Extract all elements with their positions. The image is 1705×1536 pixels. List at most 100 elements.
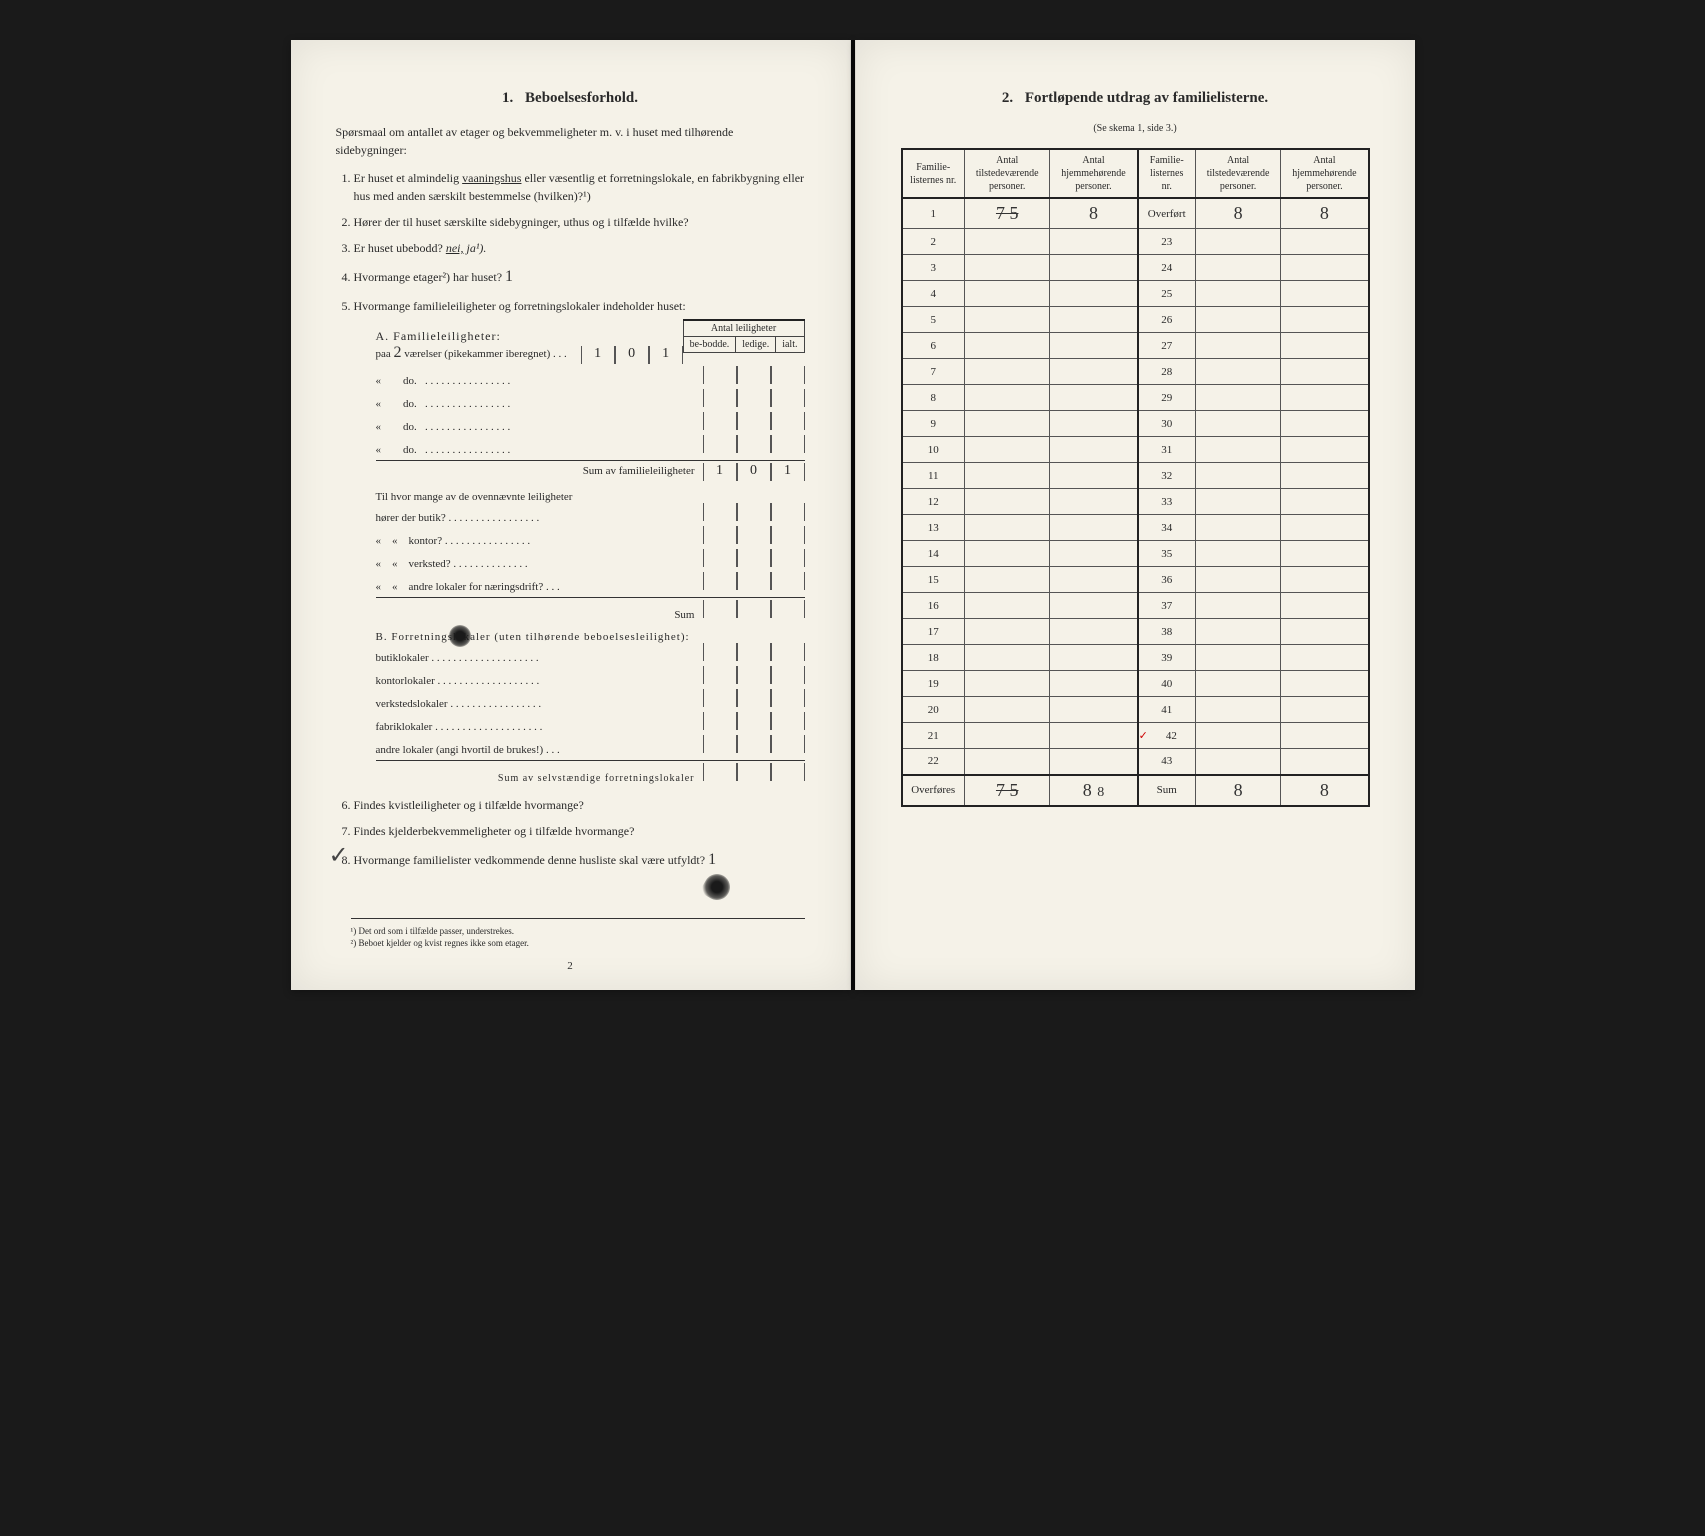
table-row: 14 35 [902, 541, 1369, 567]
cell-nr2: 33 [1138, 489, 1196, 515]
cell-nr2: Overført [1138, 198, 1196, 229]
document-spread: 1. Beboelsesforhold. Spørsmaal om antall… [291, 40, 1415, 990]
ink-spot [449, 625, 471, 647]
cell-nr2: 43 [1138, 749, 1196, 775]
cell-nr2: 30 [1138, 411, 1196, 437]
col-header-6: Antal hjemmehørende personer. [1281, 149, 1369, 198]
question-list: Er huset et almindelig vaaningshus eller… [354, 169, 805, 315]
cell-nr2: 23 [1138, 229, 1196, 255]
cell-nr2: 24 [1138, 255, 1196, 281]
cell-nr: 16 [902, 593, 965, 619]
a-row-do2: « do. . . . . . . . . . . . . . . . . [376, 389, 805, 410]
cell-nr2: 41 [1138, 697, 1196, 723]
cell-nr: 13 [902, 515, 965, 541]
table-row: 17 38 [902, 619, 1369, 645]
cell-nr: 4 [902, 281, 965, 307]
til-block: Til hvor mange av de ovennævnte leilighe… [376, 491, 805, 621]
cell-nr: 9 [902, 411, 965, 437]
intro-text: Spørsmaal om antallet av etager og bekve… [336, 123, 805, 159]
question-2: Hører der til huset særskilte sidebygnin… [354, 213, 805, 231]
question-6: Findes kvistleiligheter og i tilfælde hv… [354, 796, 805, 814]
a-row-do4: « do. . . . . . . . . . . . . . . . . [376, 435, 805, 456]
question-8: Hvormange familielister vedkommende denn… [354, 848, 805, 872]
a-row-do: « do. . . . . . . . . . . . . . . . . [376, 366, 805, 387]
table-row: 2 23 [902, 229, 1369, 255]
cell-nr: 6 [902, 333, 965, 359]
cell-nr: 21 [902, 723, 965, 749]
ink-spot-2 [699, 869, 735, 905]
left-page: 1. Beboelsesforhold. Spørsmaal om antall… [291, 40, 851, 990]
cell-nr2: 36 [1138, 567, 1196, 593]
right-subtitle: (Se skema 1, side 3.) [901, 123, 1370, 134]
table-row: 19 40 [902, 671, 1369, 697]
cell-nr: 22 [902, 749, 965, 775]
question-3: Er huset ubebodd? nei, ja¹). [354, 239, 805, 257]
cell-nr2: 25 [1138, 281, 1196, 307]
table-row: 4 25 [902, 281, 1369, 307]
section-b: B. Forretningslokaler (uten tilhørende b… [376, 631, 805, 784]
q8-answer: 1 [708, 848, 716, 872]
cell-nr: 2 [902, 229, 965, 255]
cell-nr: 14 [902, 541, 965, 567]
footnote-2: ²) Beboet kjelder og kvist regnes ikke s… [351, 937, 805, 950]
cell-nr2: 39 [1138, 645, 1196, 671]
section-a: Antal leiligheter be-bodde. ledige. ialt… [376, 323, 805, 784]
col-header-3: Antal hjemmehørende personer. [1050, 149, 1138, 198]
table-row: 1 7 5 8 Overført 8 8 [902, 198, 1369, 229]
a-row-1: paa 2 værelser (pikekammer iberegnet) . … [376, 344, 683, 364]
cell-nr2: 27 [1138, 333, 1196, 359]
table-row: 9 30 [902, 411, 1369, 437]
left-section-title: 1. Beboelsesforhold. [336, 90, 805, 107]
col-header-1: Familie-listernes nr. [902, 149, 965, 198]
a-row1-hand: 2 [394, 344, 402, 362]
cell-hjemme: 8 [1050, 198, 1138, 229]
a-row-do3: « do. . . . . . . . . . . . . . . . . [376, 412, 805, 433]
cell-nr2: 31 [1138, 437, 1196, 463]
cell-nr2: 32 [1138, 463, 1196, 489]
footnote-1: ¹) Det ord som i tilfælde passer, unders… [351, 925, 805, 938]
cell-nr2: 28 [1138, 359, 1196, 385]
cell-nr: 12 [902, 489, 965, 515]
margin-check-mark: ✓ [329, 841, 349, 870]
table-footer-row: Overføres 7 5 8 8 Sum 8 8 [902, 775, 1369, 806]
cell-tilstede2: 8 [1195, 198, 1280, 229]
cell-ledige: 0 [615, 346, 649, 364]
cell-nr2: 34 [1138, 515, 1196, 541]
cell-nr2: ✓42 [1138, 723, 1196, 749]
cell-bebodde: 1 [581, 346, 615, 364]
inner-table-header: Antal leiligheter be-bodde. ledige. ialt… [683, 319, 805, 353]
footer-right-label: Sum [1138, 775, 1196, 806]
table-row: 13 34 [902, 515, 1369, 541]
table-row: 12 33 [902, 489, 1369, 515]
q4-answer: 1 [505, 265, 513, 289]
q3-nei: nei, [446, 241, 464, 255]
footnotes: ¹) Det ord som i tilfælde passer, unders… [351, 918, 805, 950]
question-4: Hvormange etager²) har huset? 1 [354, 265, 805, 289]
cell-nr: 20 [902, 697, 965, 723]
cell-nr: 15 [902, 567, 965, 593]
cell-tilstede: 7 5 [964, 198, 1049, 229]
cell-nr: 8 [902, 385, 965, 411]
cell-nr2: 35 [1138, 541, 1196, 567]
a-sum-row: Sum av familieleiligheter 1 0 1 [376, 460, 805, 481]
cell-nr2: 38 [1138, 619, 1196, 645]
cell-nr: 19 [902, 671, 965, 697]
table-row: 16 37 [902, 593, 1369, 619]
table-row: 10 31 [902, 437, 1369, 463]
table-row: 18 39 [902, 645, 1369, 671]
cell-nr: 17 [902, 619, 965, 645]
col-header-5: Antal tilstedeværende personer. [1195, 149, 1280, 198]
question-list-cont: Findes kvistleiligheter og i tilfælde hv… [354, 796, 805, 872]
cell-nr2: 40 [1138, 671, 1196, 697]
right-page: 2. Fortløpende utdrag av familielisterne… [855, 40, 1415, 990]
table-row: 22 43 [902, 749, 1369, 775]
table-row: 21 ✓42 [902, 723, 1369, 749]
table-row: 8 29 [902, 385, 1369, 411]
cell-nr2: 26 [1138, 307, 1196, 333]
question-5: Hvormange familieleiligheter og forretni… [354, 297, 805, 315]
footer-left-label: Overføres [902, 775, 965, 806]
q3-ja: ja¹). [466, 241, 486, 255]
section-title-text: Beboelsesforhold. [525, 90, 638, 106]
section-num: 1. [502, 90, 513, 106]
cell-nr: 10 [902, 437, 965, 463]
